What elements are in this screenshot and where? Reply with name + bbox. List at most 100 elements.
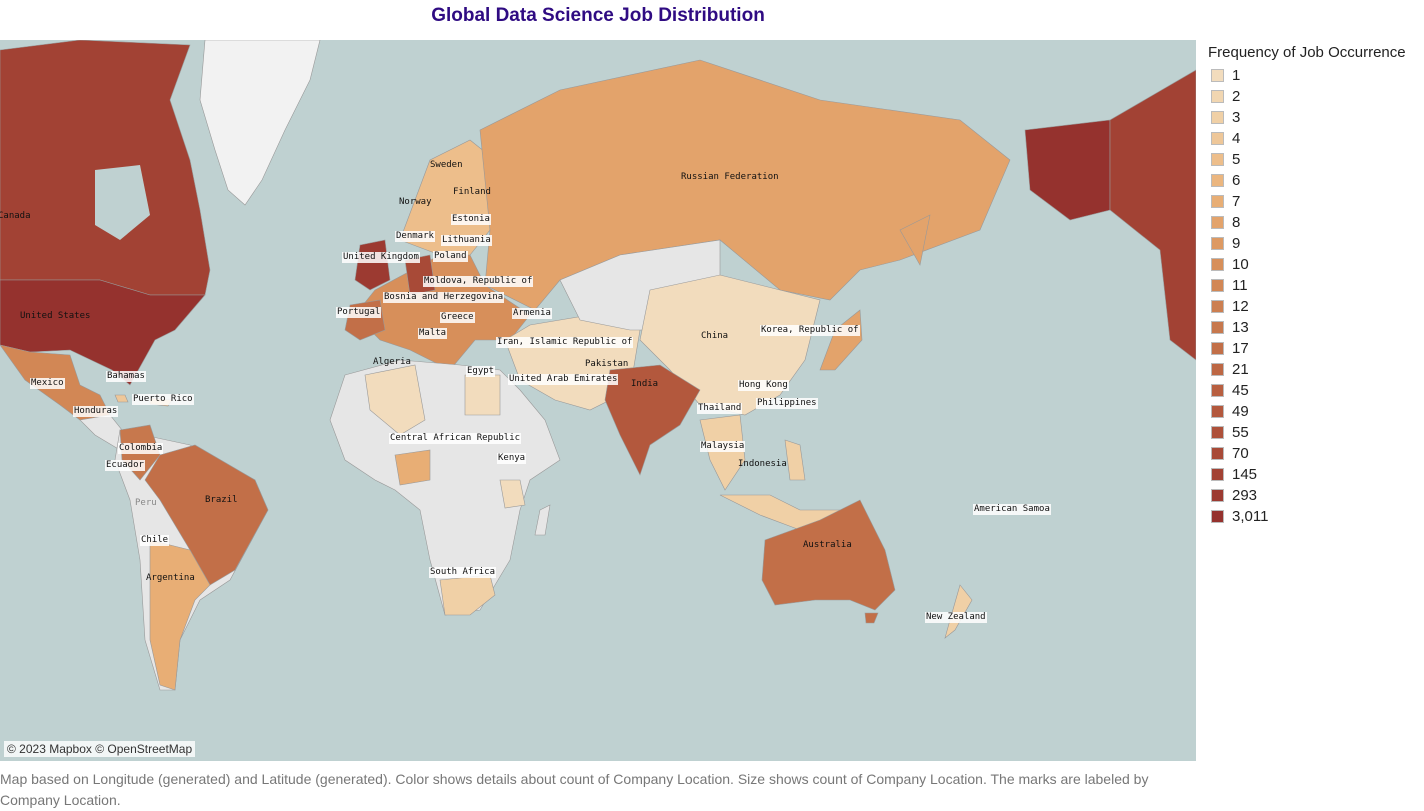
- region-egypt: [464, 374, 501, 416]
- label-hong-kong: Hong Kong: [738, 380, 789, 391]
- legend-item[interactable]: 4: [1208, 128, 1422, 149]
- legend-swatch: [1211, 111, 1224, 124]
- legend-item[interactable]: 49: [1208, 401, 1422, 422]
- legend-label: 70: [1232, 445, 1249, 462]
- legend-item[interactable]: 7: [1208, 191, 1422, 212]
- legend-item[interactable]: 13: [1208, 317, 1422, 338]
- region-canada: [0, 40, 211, 296]
- label-uae: United Arab Emirates: [508, 374, 619, 385]
- legend-item[interactable]: 293: [1208, 485, 1422, 506]
- legend-item[interactable]: 2: [1208, 86, 1422, 107]
- region-philippines: [784, 439, 806, 481]
- label-armenia: Armenia: [512, 308, 552, 319]
- label-finland: Finland: [453, 187, 491, 197]
- legend-swatch: [1211, 342, 1224, 355]
- legend-label: 3: [1232, 109, 1241, 126]
- label-portugal: Portugal: [336, 307, 382, 318]
- legend-swatch: [1211, 279, 1224, 292]
- legend-label: 11: [1232, 277, 1248, 294]
- region-japan: [819, 309, 863, 371]
- label-ecuador: Ecuador: [105, 460, 145, 471]
- map-canvas: [0, 40, 1196, 691]
- world-map[interactable]: Canada United States Mexico Bahamas Puer…: [0, 40, 1196, 761]
- legend-label: 2: [1232, 88, 1241, 105]
- legend-label: 45: [1232, 382, 1249, 399]
- label-denmark: Denmark: [395, 231, 435, 242]
- region-australia: [761, 499, 896, 611]
- label-pakistan: Pakistan: [585, 359, 629, 369]
- legend-swatch: [1211, 258, 1224, 271]
- label-sweden: Sweden: [430, 160, 463, 170]
- legend-swatch: [1211, 216, 1224, 229]
- label-colombia: Colombia: [118, 443, 164, 454]
- legend-item[interactable]: 17: [1208, 338, 1422, 359]
- label-mexico: Mexico: [30, 378, 65, 389]
- tasmania-shape: [864, 612, 879, 624]
- legend-item[interactable]: 6: [1208, 170, 1422, 191]
- hudson-bay-shape: [95, 165, 150, 240]
- legend-item[interactable]: 5: [1208, 149, 1422, 170]
- legend-swatch: [1211, 300, 1224, 313]
- legend-swatch: [1211, 174, 1224, 187]
- region-kenya: [499, 479, 526, 509]
- legend-swatch: [1211, 468, 1224, 481]
- legend-label: 10: [1232, 256, 1249, 273]
- legend-title: Frequency of Job Occurrence: [1208, 44, 1406, 61]
- label-bahamas: Bahamas: [106, 371, 146, 382]
- label-bosnia: Bosnia and Herzegovina: [383, 292, 505, 303]
- legend-swatch: [1211, 90, 1224, 103]
- legend-label: 3,011: [1232, 508, 1269, 525]
- legend-item[interactable]: 11: [1208, 275, 1422, 296]
- legend-item[interactable]: 145: [1208, 464, 1422, 485]
- legend-swatch: [1211, 489, 1224, 502]
- legend-label: 1: [1232, 67, 1241, 84]
- region-argentina: [149, 539, 211, 691]
- legend-label: 293: [1232, 487, 1258, 504]
- legend-item[interactable]: 9: [1208, 233, 1422, 254]
- label-thailand: Thailand: [697, 403, 743, 414]
- label-china: China: [701, 331, 729, 341]
- legend-label: 9: [1232, 235, 1241, 252]
- legend-label: 145: [1232, 466, 1258, 483]
- chart-title: Global Data Science Job Distribution: [431, 5, 765, 26]
- map-attribution[interactable]: © 2023 Mapbox © OpenStreetMap: [4, 741, 196, 757]
- legend-swatch: [1211, 510, 1224, 523]
- legend-label: 4: [1232, 130, 1241, 147]
- legend-label: 12: [1232, 298, 1249, 315]
- legend-item[interactable]: 70: [1208, 443, 1422, 464]
- legend-swatch: [1211, 447, 1224, 460]
- label-estonia: Estonia: [451, 214, 491, 225]
- legend-item[interactable]: 1: [1208, 65, 1422, 86]
- legend-item[interactable]: 3: [1208, 107, 1422, 128]
- legend-items: 1 2 3 4 5 6 7 8 9 10 11 12 13 17 21 45 49 55 70 145 293 3,011: [1208, 65, 1422, 527]
- label-canada: Canada: [0, 211, 31, 221]
- legend-item[interactable]: 12: [1208, 296, 1422, 317]
- label-philippines: Philippines: [756, 398, 818, 409]
- region-russia: [479, 59, 1011, 311]
- label-greece: Greece: [440, 312, 475, 323]
- label-norway: Norway: [399, 197, 432, 207]
- legend-item[interactable]: 10: [1208, 254, 1422, 275]
- legend-label: 5: [1232, 151, 1241, 168]
- legend-label: 13: [1232, 319, 1249, 336]
- label-car: Central African Republic: [389, 433, 522, 444]
- label-united-states: United States: [20, 311, 91, 321]
- label-malaysia: Malaysia: [700, 441, 746, 452]
- legend-item[interactable]: 55: [1208, 422, 1422, 443]
- legend-label: 8: [1232, 214, 1241, 231]
- kamchatka-shape: [899, 214, 931, 266]
- region-south-africa: [439, 574, 496, 616]
- legend-swatch: [1211, 363, 1224, 376]
- label-new-zealand: New Zealand: [925, 612, 987, 623]
- label-russia: Russian Federation: [681, 172, 779, 182]
- legend-label: 17: [1232, 340, 1249, 357]
- legend-item[interactable]: 45: [1208, 380, 1422, 401]
- legend-label: 21: [1232, 361, 1249, 378]
- label-peru: Peru: [135, 498, 157, 508]
- legend-label: 7: [1232, 193, 1241, 210]
- legend-item[interactable]: 8: [1208, 212, 1422, 233]
- label-argentina: Argentina: [146, 573, 195, 583]
- label-brazil: Brazil: [205, 495, 238, 505]
- legend-item[interactable]: 3,011: [1208, 506, 1422, 527]
- legend-item[interactable]: 21: [1208, 359, 1422, 380]
